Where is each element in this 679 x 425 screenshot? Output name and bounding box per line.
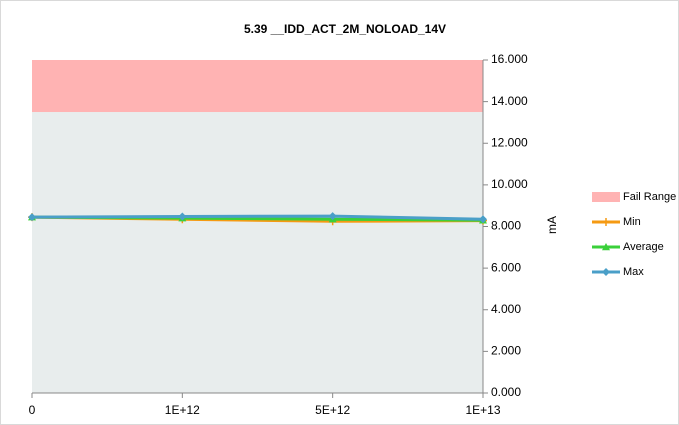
marker: [602, 243, 610, 251]
y-tick-label: 16.000: [491, 52, 528, 66]
legend-label: Average: [623, 241, 664, 253]
x-tick-label: 5E+12: [315, 403, 350, 417]
legend-label: Min: [623, 216, 641, 228]
series-line: [31, 214, 484, 221]
y-tick-label: 12.000: [491, 135, 528, 149]
x-tick-label: 1E+12: [165, 403, 200, 417]
y-axis-label: mA: [545, 216, 559, 234]
fail-range: [32, 60, 483, 113]
y-tick-label: 10.000: [491, 177, 528, 191]
y-tick-label: 8.000: [491, 219, 521, 233]
chart-title: 5.39 __IDD_ACT_2M_NOLOAD_14V: [244, 22, 446, 36]
legend-label: Max: [623, 266, 644, 278]
legend-swatch: [592, 192, 620, 202]
marker: [28, 213, 36, 222]
y-tick-label: 0.000: [491, 385, 521, 399]
marker: [602, 268, 610, 276]
x-tick-label: 1E+13: [465, 403, 500, 417]
marker: [479, 215, 487, 224]
x-tick-label: 0: [29, 403, 36, 417]
y-tick-label: 4.000: [491, 302, 521, 316]
legend-label: Fail Range: [623, 191, 676, 203]
y-tick-label: 2.000: [491, 344, 521, 358]
y-tick-label: 6.000: [491, 260, 521, 274]
y-tick-label: 14.000: [491, 94, 528, 108]
pass-range: [32, 112, 483, 393]
marker: [328, 212, 337, 221]
marker: [178, 212, 187, 221]
marker: [602, 218, 610, 226]
